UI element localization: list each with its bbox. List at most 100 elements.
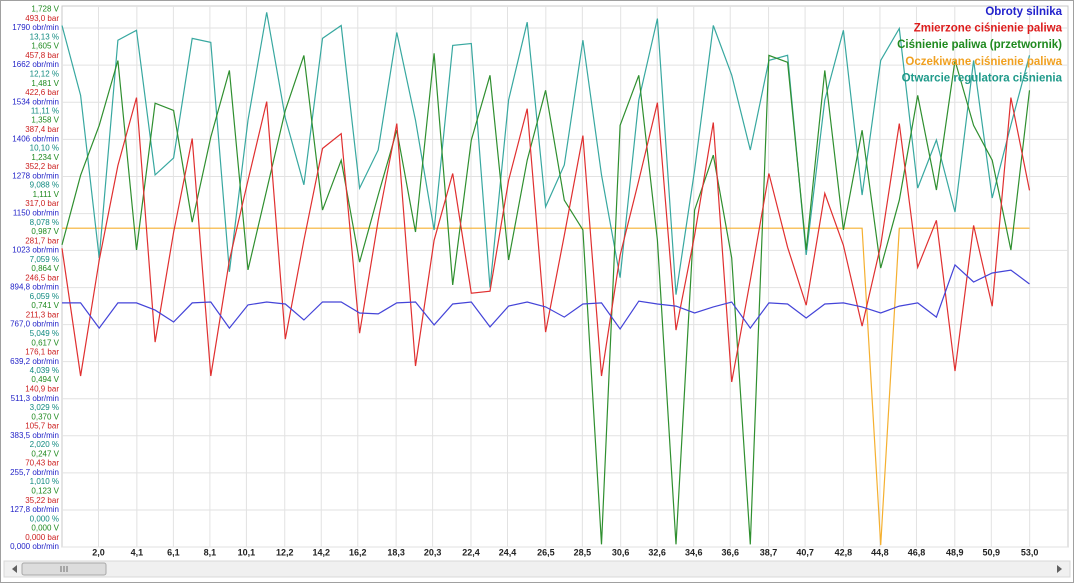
y-tick-label: 383,5 obr/min (10, 431, 59, 440)
x-tick-label: 32,6 (648, 547, 666, 557)
y-tick-label: 13,13 % (30, 32, 59, 41)
x-tick-label: 26,5 (537, 547, 555, 557)
y-tick-label: 281,7 bar (25, 236, 59, 245)
x-tick-label: 50,9 (983, 547, 1001, 557)
x-tick-label: 12,2 (276, 547, 294, 557)
x-tick-label: 30,6 (612, 547, 630, 557)
y-tick-label: 211,3 bar (26, 310, 60, 319)
y-tick-label: 1023 obr/min (12, 246, 59, 255)
y-tick-label: 894,8 obr/min (10, 283, 59, 292)
y-tick-label: 4,039 % (30, 366, 59, 375)
y-tick-label: 5,049 % (30, 329, 59, 338)
y-tick-label: 1790 obr/min (12, 23, 59, 32)
x-tick-label: 6,1 (167, 547, 180, 557)
scrollbar[interactable] (3, 560, 1071, 578)
y-tick-label: 176,1 bar (25, 347, 59, 356)
y-tick-label: 1534 obr/min (12, 97, 59, 106)
x-tick-label: 16,2 (349, 547, 367, 557)
y-tick-label: 3,029 % (30, 403, 59, 412)
y-tick-label: 2,020 % (30, 440, 59, 449)
scroll-track[interactable] (3, 560, 1071, 578)
y-tick-label: 1150 obr/min (13, 209, 59, 218)
y-tick-label: 0,247 V (31, 449, 59, 458)
y-tick-label: 1,010 % (30, 477, 59, 486)
y-tick-label: 0,494 V (31, 375, 59, 384)
y-tick-label: 457,8 bar (25, 51, 59, 60)
x-tick-label: 8,1 (204, 547, 217, 557)
axis-labels: 2,0 4,1 6,1 8,1 10,1 12,2 14,2 16,2 18,3 20,3 22,4… (10, 5, 1038, 558)
y-tick-label: 0,000 obr/min (10, 542, 59, 551)
y-tick-label: 140,9 bar (25, 385, 59, 394)
series-line (62, 263, 1030, 331)
y-tick-label: 246,5 bar (25, 273, 59, 282)
y-tick-label: 0,000 % (30, 514, 59, 523)
legend-entry: Zmierzone ciśnienie paliwa (914, 23, 1063, 35)
x-tick-label: 24,4 (499, 547, 517, 557)
x-tick-label: 4,1 (131, 547, 144, 557)
series-lines (61, 12, 1031, 546)
y-tick-label: 0,123 V (31, 487, 59, 496)
x-tick-label: 20,3 (424, 547, 442, 557)
y-tick-label: 105,7 bar (25, 422, 59, 431)
x-tick-label: 28,5 (574, 547, 592, 557)
y-tick-label: 422,6 bar (25, 88, 59, 97)
y-tick-label: 0,617 V (31, 338, 59, 347)
legend: Obroty silnika Zmierzone ciśnienie paliwa… (897, 6, 1062, 84)
y-tick-label: 0,864 V (31, 264, 59, 273)
y-tick-label: 493,0 bar (25, 14, 59, 23)
y-tick-label: 12,12 % (30, 69, 59, 78)
series-line (61, 53, 1031, 545)
y-tick-label: 767,0 obr/min (10, 320, 59, 329)
y-tick-label: 1,605 V (31, 42, 59, 51)
y-tick-label: 317,0 bar (25, 199, 59, 208)
x-tick-label: 53,0 (1021, 547, 1039, 557)
y-tick-label: 9,088 % (30, 181, 59, 190)
series-line (61, 97, 1031, 383)
x-tick-label: 38,7 (760, 547, 778, 557)
grid (62, 6, 1068, 548)
y-tick-label: 1406 obr/min (12, 134, 59, 143)
y-tick-label: 1,358 V (31, 116, 59, 125)
y-tick-label: 35,22 bar (25, 496, 59, 505)
y-tick-label: 1,111 V (33, 190, 60, 199)
scroll-left-arrow[interactable] (12, 565, 17, 573)
y-tick-label: 0,987 V (31, 227, 59, 236)
y-tick-label: 1,234 V (31, 153, 59, 162)
y-tick-label: 70,43 bar (25, 459, 59, 468)
x-tick-label: 40,7 (796, 547, 814, 557)
y-tick-label: 255,7 obr/min (10, 468, 59, 477)
scroll-right-arrow[interactable] (1057, 565, 1062, 573)
y-tick-label: 387,4 bar (25, 125, 59, 134)
series-line (61, 12, 1031, 295)
y-tick-label: 10,10 % (30, 144, 59, 153)
x-tick-label: 14,2 (312, 547, 330, 557)
x-tick-label: 46,8 (908, 547, 926, 557)
legend-entry: Oczekiwane ciśnienie paliwa (905, 56, 1062, 68)
plot-area (61, 5, 1069, 548)
legend-entry: Otwarcie regulatora ciśnienia (902, 72, 1063, 84)
x-tick-label: 18,3 (387, 547, 405, 557)
x-tick-label: 42,8 (835, 547, 853, 557)
legend-entry: Obroty silnika (985, 6, 1062, 18)
y-tick-label: 1278 obr/min (12, 172, 59, 181)
y-tick-label: 0,370 V (31, 412, 59, 421)
y-tick-label: 8,078 % (30, 218, 59, 227)
legend-entry: Ciśnienie paliwa (przetwornik) (897, 39, 1062, 51)
y-tick-label: 0,000 V (31, 524, 59, 533)
y-tick-label: 1,481 V (31, 79, 59, 88)
y-tick-label: 511,3 obr/min (11, 394, 59, 403)
scroll-grip (60, 566, 68, 572)
x-tick-label: 36,6 (721, 547, 739, 557)
y-tick-label: 6,059 % (30, 292, 59, 301)
y-tick-label: 1,728 V (31, 5, 59, 14)
y-tick-label: 7,059 % (30, 255, 59, 264)
y-tick-label: 11,11 % (31, 107, 59, 116)
x-tick-label: 48,9 (946, 547, 964, 557)
x-tick-label: 10,1 (238, 547, 256, 557)
x-tick-label: 2,0 (92, 547, 105, 557)
y-tick-label: 0,000 bar (25, 533, 59, 542)
y-tick-label: 1662 obr/min (12, 60, 59, 69)
x-tick-label: 44,8 (871, 547, 889, 557)
